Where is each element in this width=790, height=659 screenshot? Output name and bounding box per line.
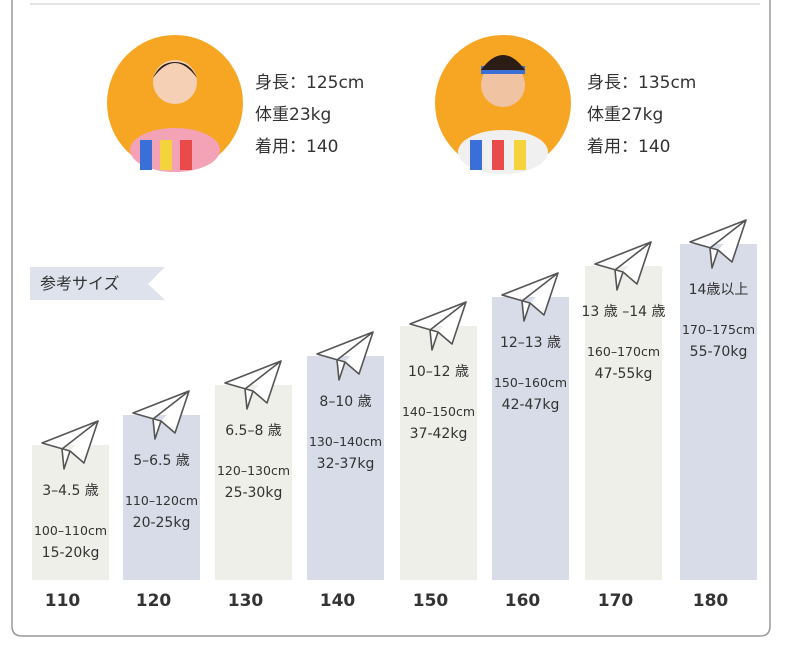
plane-outline	[316, 331, 374, 381]
model-avatar	[107, 35, 243, 172]
size-label: 110	[45, 591, 81, 611]
tag: 参考サイズ	[40, 274, 120, 293]
paper-plane	[41, 420, 99, 470]
weight-range: 55-70kg	[690, 344, 748, 360]
plane-outline	[224, 360, 282, 410]
size-column	[215, 385, 292, 580]
model-avatar	[435, 35, 571, 174]
weight-range: 32-37kg	[317, 456, 375, 472]
size-label: 170	[598, 591, 634, 611]
model-size: 着用：140	[255, 137, 338, 157]
height-range: 170–175cm	[682, 322, 755, 337]
age: 13 歳 –14 歳	[582, 304, 666, 320]
size-column	[307, 356, 384, 580]
paper-plane	[501, 272, 559, 322]
plane-outline	[594, 241, 652, 291]
height-range: 160–170cm	[587, 344, 660, 359]
size-column	[123, 415, 200, 580]
height-range: 140–150cm	[402, 404, 475, 419]
weight-range: 37-42kg	[410, 426, 468, 442]
age: 12–13 歳	[500, 335, 561, 351]
size-column	[492, 297, 569, 580]
plane-outline	[409, 301, 467, 351]
height-range: 130–140cm	[309, 434, 382, 449]
size-label: 150	[413, 591, 449, 611]
paper-plane	[689, 219, 747, 269]
weight-range: 42-47kg	[502, 397, 560, 413]
height-range: 120–130cm	[217, 463, 290, 478]
model-height: 身長：135cm	[587, 73, 696, 93]
plane-outline	[41, 420, 99, 470]
size-label: 180	[693, 591, 729, 611]
weight-range: 20-25kg	[133, 515, 191, 531]
size-label: 120	[136, 591, 172, 611]
size-label: 160	[505, 591, 541, 611]
paper-plane	[594, 241, 652, 291]
weight-range: 47-55kg	[595, 366, 653, 382]
plane-outline	[132, 390, 190, 440]
paper-plane	[132, 390, 190, 440]
model-height: 身長：125cm	[255, 73, 364, 93]
age: 6.5–8 歳	[225, 423, 282, 439]
height-range: 100–110cm	[34, 523, 107, 538]
model-weight: 体重27kg	[587, 105, 663, 125]
paper-plane	[224, 360, 282, 410]
age: 3–4.5 歳	[42, 483, 99, 499]
age: 8–10 歳	[319, 394, 371, 410]
height-range: 150–160cm	[494, 375, 567, 390]
size-column	[32, 445, 109, 580]
age: 14歳以上	[689, 282, 749, 298]
size-column	[585, 266, 662, 580]
age: 5–6.5 歳	[133, 453, 190, 469]
plane-outline	[689, 219, 747, 269]
age: 10–12 歳	[408, 364, 469, 380]
size-column	[400, 326, 477, 580]
tag-shape	[30, 267, 165, 300]
size-column	[680, 244, 757, 580]
height-range: 110–120cm	[125, 493, 198, 508]
model-size: 着用：140	[587, 137, 670, 157]
paper-plane	[316, 331, 374, 381]
model-weight: 体重23kg	[255, 105, 331, 125]
frame	[11, 0, 771, 637]
weight-range: 15-20kg	[42, 545, 100, 561]
size-label: 140	[320, 591, 356, 611]
weight-range: 25-30kg	[225, 485, 283, 501]
paper-plane	[409, 301, 467, 351]
size-label: 130	[228, 591, 264, 611]
plane-outline	[501, 272, 559, 322]
